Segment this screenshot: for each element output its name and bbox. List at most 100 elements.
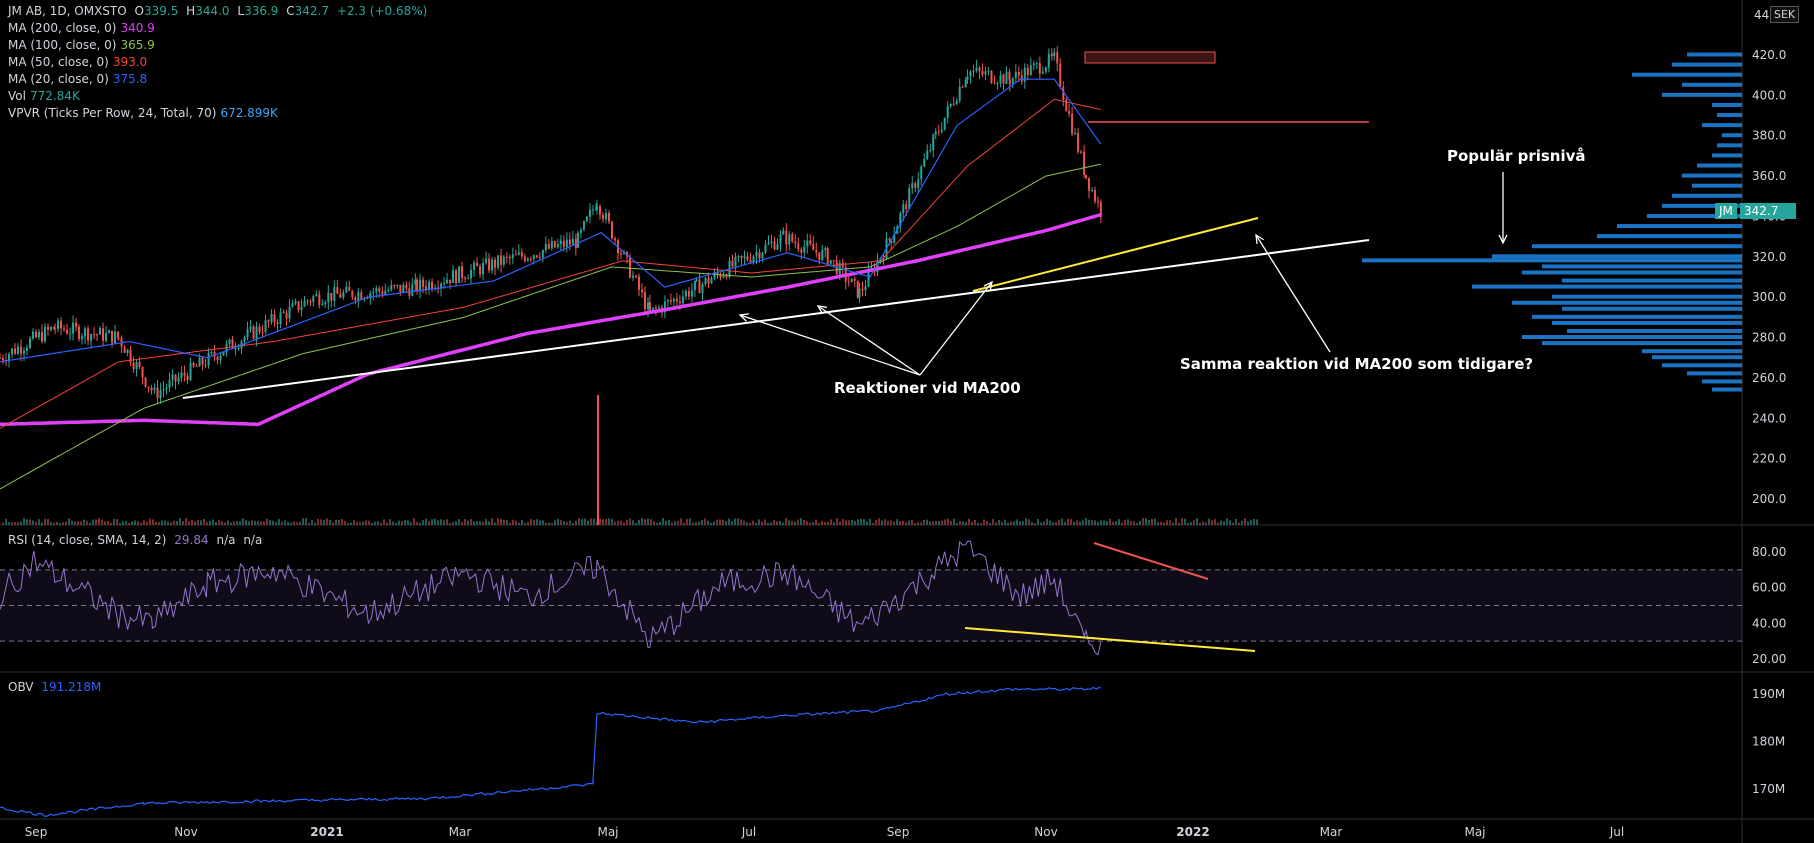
vpvr-row — [1702, 379, 1742, 384]
volume-bar — [1238, 522, 1240, 525]
volume-bar — [242, 518, 244, 525]
rsi-label: RSI (14, close, SMA, 14, 2) — [8, 533, 167, 547]
vpvr-row — [1682, 82, 1742, 87]
candle-body — [309, 301, 312, 303]
candle-body — [841, 262, 844, 268]
candle-body — [237, 348, 240, 350]
volume-bar — [656, 522, 658, 525]
volume-bar — [467, 520, 469, 525]
volume-bar — [146, 521, 148, 525]
vpvr-row — [1697, 163, 1742, 168]
volume-bar — [1004, 519, 1006, 525]
volume-bar — [434, 518, 436, 525]
high-label: H — [186, 4, 196, 18]
volume-bar — [593, 518, 595, 525]
volume-bar — [104, 521, 106, 525]
vpvr-row — [1632, 72, 1742, 77]
candle-body — [1071, 113, 1074, 134]
candle-body — [144, 377, 147, 387]
vpvr-row — [1712, 102, 1742, 107]
candle-body — [66, 329, 69, 334]
candle-body — [8, 354, 10, 362]
volume-bar — [23, 518, 25, 525]
candle-body — [60, 320, 63, 329]
candle-body — [357, 292, 360, 301]
volume-bar — [200, 520, 202, 525]
candle-body — [707, 277, 710, 284]
volume-bar — [308, 522, 310, 525]
candle-body — [138, 361, 141, 368]
candle-body — [987, 70, 990, 72]
volume-bar — [260, 521, 262, 525]
candle-body — [710, 278, 713, 284]
volume-bar — [764, 519, 766, 525]
volume-bar — [1187, 522, 1189, 525]
price-tick-label: 300.0 — [1752, 290, 1786, 304]
volume-spike — [596, 395, 599, 525]
volume-bar — [1076, 520, 1078, 525]
time-tick-label: 2021 — [310, 825, 343, 839]
volume-bar — [842, 518, 844, 525]
volume-bar — [1154, 518, 1156, 525]
volume-bar — [821, 520, 823, 525]
volume-bar — [47, 518, 49, 525]
indicator-value: 340.9 — [120, 21, 155, 35]
candle-body — [978, 67, 981, 72]
volume-bar — [1079, 521, 1081, 525]
volume-bar — [719, 519, 721, 525]
candle-body — [497, 255, 500, 268]
volume-bar — [869, 518, 871, 525]
ohlc-open: O339.5 — [135, 4, 179, 18]
volume-bar — [314, 522, 316, 525]
vpvr-row — [1687, 52, 1742, 57]
volume-bar — [302, 518, 304, 525]
volume-bar — [110, 522, 112, 525]
candle-body — [576, 232, 579, 248]
volume-bar — [668, 519, 670, 525]
volume-bar — [554, 520, 556, 525]
volume-bar — [1157, 522, 1159, 525]
volume-bar — [1064, 521, 1066, 525]
volume-bar — [341, 519, 343, 525]
currency-button[interactable]: SEK — [1770, 6, 1800, 23]
candle-body — [195, 366, 198, 368]
volume-bar — [650, 519, 652, 525]
volume-bar — [743, 520, 745, 525]
volume-bar — [446, 519, 448, 525]
candle-body — [806, 240, 809, 247]
volume-bar — [263, 521, 265, 525]
volume-bar — [437, 520, 439, 525]
volume-bar — [389, 519, 391, 525]
candle-body — [1053, 52, 1056, 57]
time-axis[interactable]: Sep Nov 2021 Mar Maj Jul Sep Nov 2022 Mar Maj Jul — [25, 825, 1625, 839]
candle-body — [767, 242, 770, 245]
time-tick-label: Maj — [597, 825, 618, 839]
volume-bar — [1172, 522, 1174, 525]
price-axis[interactable]: 420.0400.0380.0360.0340.0320.0300.0280.0… — [1752, 48, 1786, 796]
volume-bar — [17, 522, 19, 525]
candle-body — [2, 357, 4, 361]
volume-bar — [1001, 521, 1003, 525]
volume-bar — [155, 521, 157, 525]
volume-bar — [887, 520, 889, 525]
candle-body — [675, 298, 678, 302]
volume-bar — [1136, 522, 1138, 525]
volume-bar — [71, 520, 73, 525]
price-tick-label: 360.0 — [1752, 169, 1786, 183]
ohlc-high: H344.0 — [186, 4, 229, 18]
candle-body — [126, 349, 129, 353]
candle-body — [514, 254, 517, 256]
price-tick-label: 200.0 — [1752, 492, 1786, 506]
candle-body — [20, 346, 22, 354]
volume-bar — [254, 520, 256, 525]
volume-bar — [5, 518, 7, 525]
indicator-row: MA (200, close, 0) 340.9 — [8, 20, 282, 37]
candle-body — [693, 281, 696, 291]
candle-body — [631, 275, 634, 278]
vpvr-row — [1522, 335, 1742, 340]
volume-bar — [431, 519, 433, 525]
candle-body — [1029, 65, 1032, 76]
volume-bar — [209, 520, 211, 525]
candle-body — [360, 292, 363, 300]
